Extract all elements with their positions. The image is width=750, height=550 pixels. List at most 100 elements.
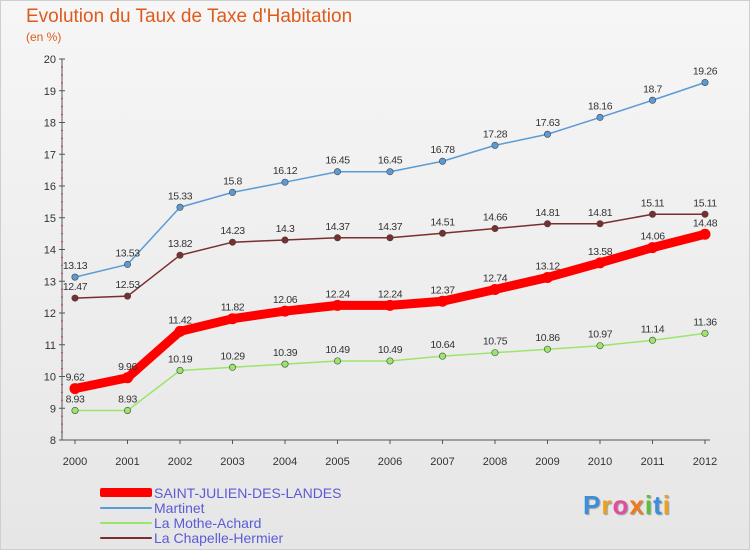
data-label: 12.06 bbox=[273, 294, 298, 306]
x-tick-label: 2005 bbox=[325, 456, 349, 468]
chart-subtitle: (en %) bbox=[26, 30, 62, 44]
data-label: 10.49 bbox=[325, 344, 350, 356]
data-label: 10.19 bbox=[168, 353, 193, 365]
data-point bbox=[594, 257, 606, 269]
data-label: 14.81 bbox=[588, 207, 613, 219]
data-label: 10.86 bbox=[535, 332, 560, 344]
data-point bbox=[229, 363, 237, 371]
data-point bbox=[491, 141, 499, 149]
data-point bbox=[438, 229, 446, 237]
y-tick-label: 10 bbox=[44, 372, 56, 384]
data-label: 12.24 bbox=[378, 288, 403, 300]
chart-title: Evolution du Taux de Taxe d'Habitation bbox=[26, 6, 353, 27]
data-label: 14.66 bbox=[483, 212, 508, 224]
data-label: 13.58 bbox=[588, 246, 613, 258]
data-label: 13.12 bbox=[535, 260, 560, 272]
data-label: 10.75 bbox=[483, 336, 508, 348]
data-point bbox=[596, 342, 604, 350]
legend-label: SAINT-JULIEN-DES-LANDES bbox=[154, 484, 342, 501]
y-tick-label: 12 bbox=[44, 308, 56, 320]
data-label: 18.16 bbox=[588, 100, 613, 112]
legend-item: Martinet bbox=[100, 500, 341, 516]
data-point bbox=[491, 349, 499, 357]
y-tick-label: 17 bbox=[44, 149, 56, 161]
data-label: 14.23 bbox=[220, 225, 245, 237]
data-point bbox=[71, 273, 79, 281]
x-tick-label: 2012 bbox=[693, 456, 717, 468]
data-point bbox=[174, 325, 186, 337]
data-label: 14.3 bbox=[276, 223, 295, 235]
data-point bbox=[491, 225, 499, 233]
y-tick-label: 8 bbox=[50, 435, 56, 447]
data-label: 14.37 bbox=[378, 221, 403, 233]
data-label: 15.33 bbox=[168, 190, 193, 202]
y-tick-label: 20 bbox=[44, 54, 56, 66]
data-point bbox=[229, 238, 237, 246]
data-label: 19.26 bbox=[693, 65, 718, 77]
data-label: 13.53 bbox=[115, 247, 140, 259]
x-tick-label: 2006 bbox=[378, 456, 402, 468]
data-label: 16.45 bbox=[378, 155, 403, 167]
data-point bbox=[281, 360, 289, 368]
data-point bbox=[437, 295, 448, 307]
data-point bbox=[124, 406, 132, 414]
data-label: 11.14 bbox=[641, 323, 665, 335]
data-label: 10.39 bbox=[273, 347, 298, 359]
data-point bbox=[122, 372, 133, 384]
data-label: 16.78 bbox=[430, 144, 455, 156]
data-point bbox=[386, 168, 394, 176]
data-label: 14.06 bbox=[640, 231, 665, 243]
data-point bbox=[386, 357, 394, 365]
data-point bbox=[489, 284, 501, 296]
data-label: 12.24 bbox=[325, 288, 350, 300]
legend-swatch bbox=[100, 521, 152, 524]
data-point bbox=[333, 357, 341, 365]
data-label: 13.13 bbox=[63, 260, 88, 272]
data-label: 18.7 bbox=[643, 83, 662, 95]
x-tick-label: 2011 bbox=[641, 456, 665, 468]
data-point bbox=[281, 236, 289, 244]
data-label: 13.82 bbox=[168, 238, 193, 250]
data-point bbox=[281, 178, 289, 186]
data-point bbox=[332, 299, 343, 311]
data-point bbox=[543, 130, 551, 138]
data-label: 8.93 bbox=[118, 393, 137, 405]
y-tick-label: 18 bbox=[44, 118, 56, 130]
data-label: 10.64 bbox=[430, 339, 455, 351]
data-point bbox=[279, 305, 291, 317]
legend-label: La Chapelle-Hermier bbox=[154, 529, 284, 546]
chart-legend: SAINT-JULIEN-DES-LANDES Martinet La Mothe-… bbox=[100, 484, 342, 546]
data-label: 14.37 bbox=[325, 221, 350, 233]
data-point bbox=[596, 113, 604, 121]
data-label: 12.53 bbox=[115, 279, 140, 291]
data-point bbox=[176, 203, 184, 211]
x-tick-label: 2008 bbox=[483, 456, 507, 468]
data-point bbox=[333, 234, 341, 242]
data-label: 17.28 bbox=[483, 128, 508, 140]
data-point bbox=[71, 294, 79, 302]
x-tick-label: 2002 bbox=[168, 456, 192, 468]
data-point bbox=[596, 220, 604, 228]
data-label: 10.49 bbox=[378, 344, 403, 356]
data-point bbox=[229, 188, 237, 196]
data-label: 12.74 bbox=[483, 273, 508, 285]
data-point bbox=[701, 210, 709, 218]
data-point bbox=[438, 352, 446, 360]
data-point bbox=[543, 220, 551, 228]
data-point bbox=[69, 383, 81, 395]
data-label: 12.37 bbox=[430, 284, 455, 296]
data-point bbox=[386, 234, 394, 242]
data-point bbox=[176, 366, 184, 374]
data-label: 14.51 bbox=[430, 216, 455, 228]
data-label: 15.11 bbox=[693, 197, 717, 209]
y-tick-label: 15 bbox=[44, 213, 56, 225]
proxiti-logo: Proxiti bbox=[583, 490, 671, 520]
data-label: 9.96 bbox=[118, 361, 137, 373]
data-label: 16.12 bbox=[273, 165, 298, 177]
data-label: 8.93 bbox=[66, 393, 85, 405]
legend-swatch bbox=[100, 506, 152, 509]
y-tick-label: 11 bbox=[45, 340, 56, 352]
x-tick-label: 2004 bbox=[273, 456, 297, 468]
x-tick-label: 2001 bbox=[115, 456, 139, 468]
